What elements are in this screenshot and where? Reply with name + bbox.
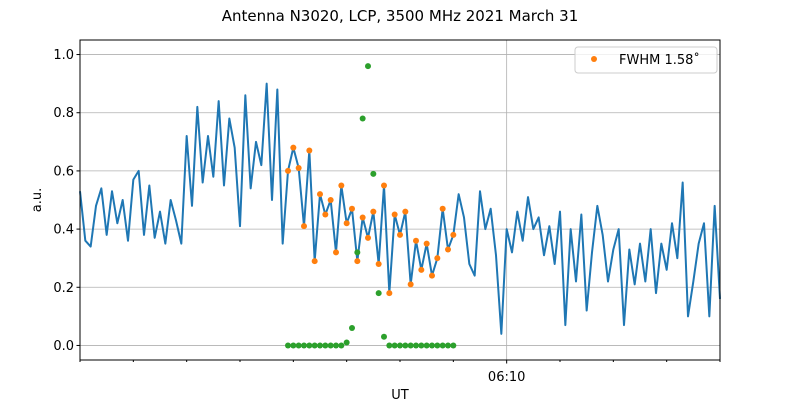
data-point bbox=[381, 333, 387, 340]
legend-marker bbox=[591, 56, 597, 62]
data-point bbox=[402, 208, 409, 215]
data-point bbox=[418, 342, 425, 349]
data-point bbox=[338, 182, 345, 189]
data-point bbox=[386, 342, 393, 349]
data-point bbox=[365, 234, 371, 241]
data-point bbox=[327, 342, 334, 349]
data-point bbox=[365, 63, 371, 70]
data-point bbox=[423, 240, 430, 247]
data-point bbox=[359, 115, 366, 122]
data-point bbox=[290, 144, 297, 151]
data-point bbox=[402, 342, 409, 349]
data-point bbox=[434, 342, 441, 349]
data-point bbox=[333, 249, 339, 256]
y-tick-label: 0.4 bbox=[53, 223, 74, 238]
data-point bbox=[290, 342, 297, 349]
data-point bbox=[338, 342, 345, 349]
data-point bbox=[349, 205, 355, 212]
data-point bbox=[375, 290, 382, 297]
data-point bbox=[295, 165, 302, 171]
data-point bbox=[354, 249, 361, 256]
data-point bbox=[370, 208, 377, 215]
data-point bbox=[418, 266, 425, 273]
data-point bbox=[295, 342, 302, 349]
data-point bbox=[450, 231, 457, 238]
data-point bbox=[349, 325, 355, 331]
data-point bbox=[397, 342, 403, 349]
data-point bbox=[407, 281, 414, 288]
data-point bbox=[306, 342, 313, 349]
y-tick-label: 0.8 bbox=[53, 106, 74, 121]
data-point bbox=[450, 342, 457, 349]
data-point bbox=[359, 214, 366, 221]
data-point bbox=[370, 170, 377, 177]
chart-title: Antenna N3020, LCP, 3500 MHz 2021 March … bbox=[222, 7, 579, 25]
data-point bbox=[343, 220, 350, 227]
data-point bbox=[413, 237, 419, 244]
data-point bbox=[375, 261, 382, 267]
y-tick-label: 0.0 bbox=[53, 339, 74, 354]
data-point bbox=[429, 272, 435, 279]
data-point bbox=[322, 342, 329, 349]
data-point bbox=[285, 167, 291, 174]
data-point bbox=[381, 182, 387, 189]
series-line-signal bbox=[79, 82, 721, 335]
y-tick-label: 0.6 bbox=[53, 164, 74, 179]
data-point bbox=[429, 342, 435, 349]
data-point bbox=[391, 342, 398, 349]
data-point bbox=[306, 147, 313, 154]
data-point bbox=[327, 197, 334, 203]
data-point bbox=[439, 205, 446, 212]
data-point bbox=[317, 342, 323, 349]
plot-area bbox=[79, 63, 721, 349]
data-point bbox=[423, 342, 430, 349]
y-axis-label: a.u. bbox=[30, 188, 45, 212]
y-tick-label: 0.2 bbox=[53, 281, 74, 296]
data-point bbox=[317, 191, 323, 198]
data-point bbox=[445, 342, 451, 349]
data-point bbox=[445, 246, 451, 253]
data-point bbox=[354, 258, 361, 265]
data-point bbox=[311, 342, 318, 349]
data-point bbox=[285, 342, 291, 349]
data-point bbox=[322, 211, 329, 218]
legend-label: FWHM 1.58˚ bbox=[619, 52, 700, 68]
grid bbox=[80, 40, 720, 360]
data-point bbox=[397, 231, 403, 238]
ticks: 0.0 0.2 0.4 0.6 0.8 1.0 06:10 bbox=[53, 48, 721, 385]
data-point bbox=[386, 290, 393, 297]
legend: FWHM 1.58˚ bbox=[574, 46, 718, 74]
data-point bbox=[413, 342, 419, 349]
data-point bbox=[407, 342, 414, 349]
x-axis-label: UT bbox=[391, 388, 409, 400]
data-point bbox=[343, 339, 350, 346]
data-point bbox=[391, 211, 398, 218]
legend-frame bbox=[574, 46, 718, 74]
data-point bbox=[333, 342, 339, 349]
data-point bbox=[439, 342, 446, 349]
y-tick-label: 1.0 bbox=[53, 48, 74, 63]
data-point bbox=[301, 342, 307, 349]
data-point bbox=[434, 255, 441, 262]
x-tick-label: 06:10 bbox=[488, 370, 525, 385]
data-point bbox=[301, 223, 307, 230]
data-point bbox=[311, 258, 318, 265]
